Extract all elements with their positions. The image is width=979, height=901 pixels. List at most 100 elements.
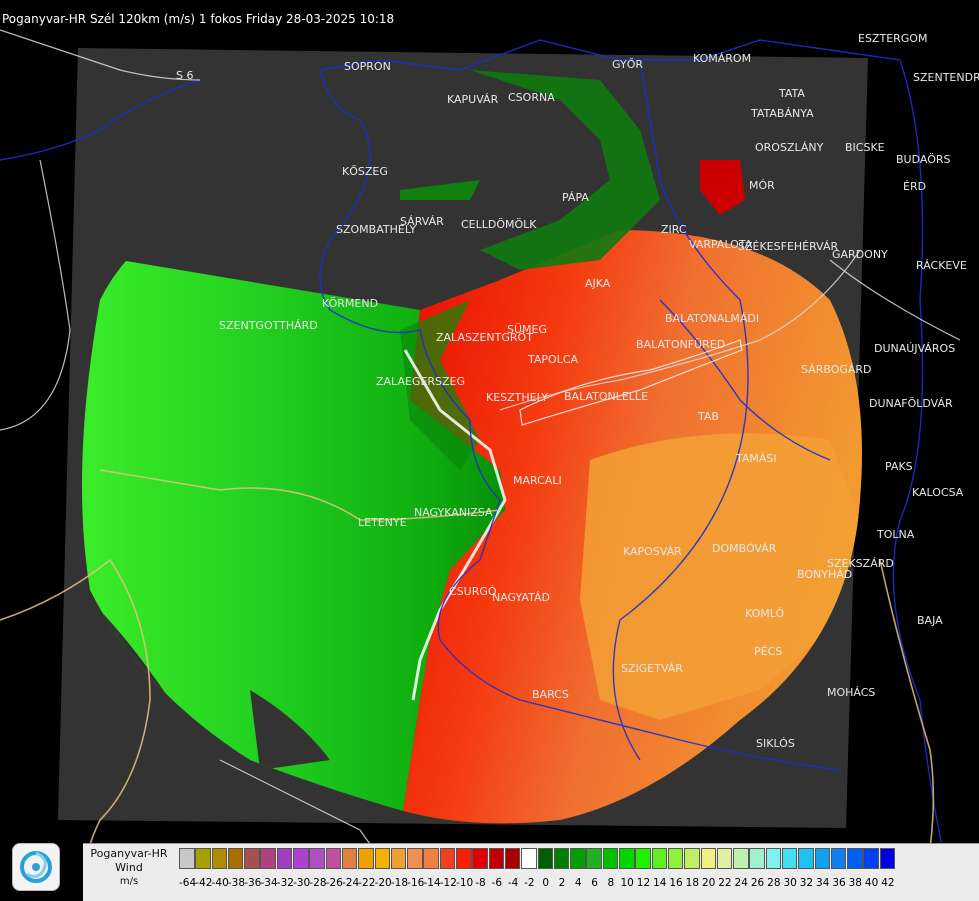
legend-swatch	[293, 848, 309, 869]
legend-swatch	[879, 848, 896, 869]
legend-swatch	[684, 848, 700, 869]
legend-tick: -4	[507, 877, 519, 889]
legend-tick: -6	[491, 877, 503, 889]
city-label: BARCS	[532, 688, 569, 701]
city-label: KALOCSA	[912, 486, 964, 499]
legend-tick: -12	[439, 877, 457, 889]
lake-balaton	[519, 339, 743, 426]
legend-tick: 16	[669, 877, 683, 889]
legend-tick: 24	[734, 877, 748, 889]
city-labels: SOPRON KAPUVÁR CSORNA GYŐR KOMÁROM TATA …	[219, 32, 979, 750]
echo-green	[82, 250, 505, 824]
city-label: MARCALI	[513, 474, 562, 487]
legend-swatch	[830, 848, 847, 869]
zero-isodop	[403, 349, 507, 701]
legend-tick: -38	[227, 877, 246, 889]
city-label: VARPALOTA	[689, 238, 753, 251]
legend-swatch	[667, 848, 684, 869]
city-label: ZALASZENTGRÓT	[436, 331, 533, 344]
city-label: SOPRON	[344, 60, 391, 73]
legend-tick: 6	[591, 877, 598, 889]
legend-swatch	[456, 848, 472, 869]
legend-tick: -40	[211, 877, 229, 889]
city-label: KESZTHELY	[486, 391, 548, 404]
road-label: S 6	[176, 69, 193, 82]
legend-swatch	[211, 848, 228, 869]
city-label: MÓR	[749, 179, 775, 192]
city-label: SZOMBATHELY	[336, 223, 416, 236]
city-label: PAKS	[885, 460, 913, 473]
legend-quantity: Wind	[115, 861, 143, 874]
legend-swatch	[341, 848, 358, 869]
city-label: BAJA	[917, 614, 943, 627]
city-label: NAGYKANIZSA	[414, 506, 493, 519]
legend-swatch	[390, 848, 407, 869]
borders	[0, 39, 951, 881]
echo-north-streak	[470, 70, 660, 270]
legend-tick: -24	[341, 877, 360, 889]
legend-swatch	[781, 848, 798, 869]
legend-tick: 34	[816, 877, 830, 889]
legend-swatch	[374, 848, 391, 869]
city-label: ESZTERGOM	[858, 32, 927, 45]
legend-tick: 42	[881, 877, 895, 889]
legend-swatch	[195, 848, 211, 869]
legend-tick: 22	[718, 877, 732, 889]
legend-swatch	[765, 848, 782, 869]
city-label: BALATONALMÁDI	[665, 312, 759, 325]
legend-tick: -32	[276, 877, 294, 889]
legend-tick: 18	[685, 877, 700, 889]
legend-swatch	[537, 848, 554, 869]
city-label: TATA	[778, 87, 805, 100]
legend-title: Poganyvar-HR Wind m/s	[83, 847, 175, 889]
city-label: PÁPA	[562, 191, 589, 204]
legend-swatch	[358, 848, 374, 869]
legend-swatch	[586, 848, 602, 869]
legend-tick: -18	[390, 877, 409, 889]
legend-tick: -14	[423, 877, 441, 889]
map-title: Poganyvar-HR Szél 120km (m/s) 1 fokos Fr…	[2, 12, 395, 26]
legend-swatch	[488, 848, 505, 869]
legend-swatch	[504, 848, 521, 869]
legend-tick: 30	[783, 877, 797, 889]
radar-echoes	[82, 230, 862, 824]
color-legend: Poganyvar-HR Wind m/s -64 -42 -40 -38 -36 -34…	[83, 843, 979, 901]
legend-swatch	[260, 848, 276, 869]
legend-tick: 40	[864, 877, 879, 889]
legend-swatch	[651, 848, 668, 869]
legend-swatch	[863, 848, 879, 869]
legend-swatch	[179, 848, 195, 869]
echo-orange	[580, 433, 860, 720]
legend-tick: 28	[767, 877, 781, 889]
city-label: SIKLÓS	[756, 737, 795, 750]
city-label: BUDAÖRS	[896, 153, 951, 166]
city-label: RÁCKEVE	[916, 259, 967, 272]
legend-swatches	[179, 848, 896, 870]
legend-swatch	[716, 848, 733, 869]
city-label: OROSZLÁNY	[755, 141, 824, 154]
legend-tick: -28	[309, 877, 327, 889]
legend-tick: 0	[542, 877, 550, 889]
legend-swatch	[439, 848, 456, 869]
city-label: ZIRC	[661, 223, 687, 236]
legend-swatch	[423, 848, 439, 869]
legend-swatch	[553, 848, 570, 869]
legend-swatch	[407, 848, 423, 869]
legend-swatch	[602, 848, 619, 869]
legend-tick: -16	[407, 877, 425, 889]
city-label: SZENTENDRE	[913, 71, 979, 84]
city-label: KOMÁROM	[693, 52, 751, 65]
city-label: KOMLÓ	[745, 607, 784, 620]
city-label: CSORNA	[508, 91, 555, 104]
legend-tick: -30	[293, 877, 311, 889]
city-label: SÁRVÁR	[400, 215, 444, 228]
city-label: SÜMEG	[507, 323, 547, 336]
legend-tick: -10	[456, 877, 474, 889]
legend-tick: 8	[607, 877, 615, 889]
city-label: SZENTGOTTHÁRD	[219, 319, 318, 332]
legend-swatch	[749, 848, 765, 869]
legend-tick: 20	[701, 877, 716, 889]
city-label: BONYHÁD	[797, 568, 852, 581]
